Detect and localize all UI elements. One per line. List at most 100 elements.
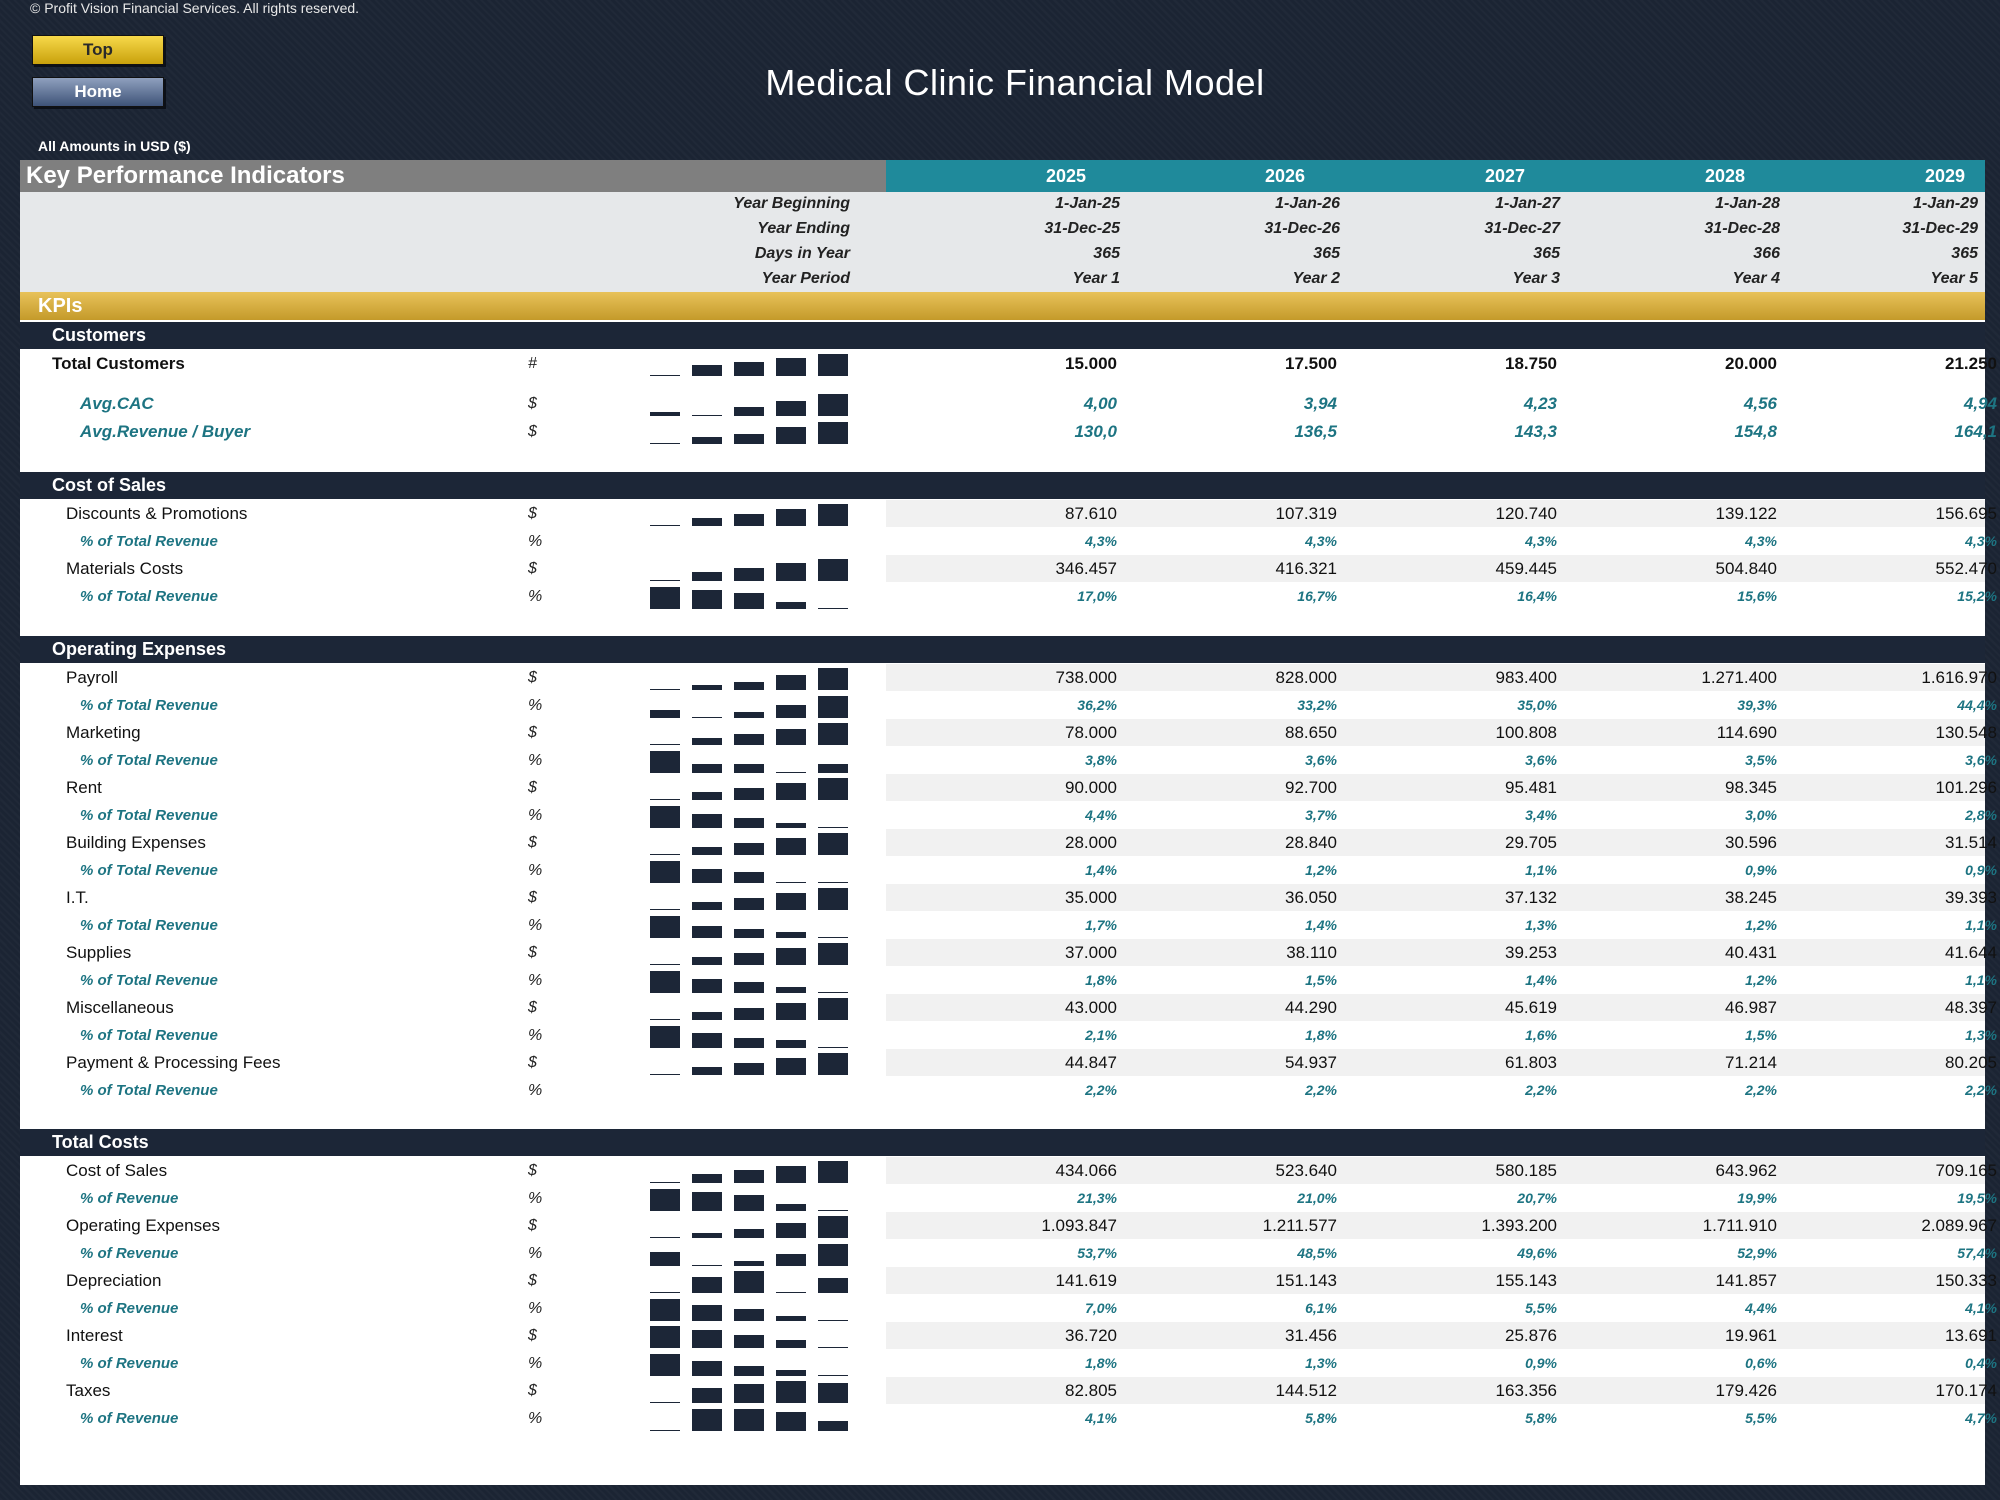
row-unit: $ — [528, 779, 537, 796]
value-cell: 523.640 — [1275, 1161, 1337, 1180]
sparkline-bar — [818, 394, 848, 416]
value-cell: 164,1 — [1954, 422, 1997, 441]
value-cell: 19.961 — [1725, 1326, 1777, 1345]
value-cell: 459.445 — [1495, 559, 1557, 578]
sparkline-baseline — [650, 1074, 680, 1075]
sparkline — [650, 351, 860, 376]
row-unit: $ — [528, 944, 537, 961]
value-cell: 28.000 — [1065, 833, 1117, 852]
sparkline-bar — [776, 838, 806, 855]
kpi-row: % of Total Revenue% 36,2% 33,2% 35,0% 39,3% 4… — [20, 692, 1997, 719]
value-cell: 2,1% — [1085, 1027, 1117, 1043]
sparkline-bar — [692, 1361, 722, 1376]
kpi-row: Marketing $78.000 88.650 100.808 114.690 130.… — [20, 719, 1997, 746]
sparkline-bar — [818, 1421, 848, 1431]
sparkline — [650, 968, 860, 993]
kpi-row: % of Total Revenue% 1,7% 1,4% 1,3% 1,2% 1,1% — [20, 912, 1997, 939]
sparkline-bar — [734, 734, 764, 745]
sparkline-bar — [734, 872, 764, 883]
value-cell: 4,4% — [1085, 807, 1117, 823]
sparkline-bar — [818, 888, 848, 910]
sparkline-baseline — [692, 415, 722, 416]
sparkline-bar — [776, 427, 806, 444]
sparkline-bar — [734, 1271, 764, 1293]
value-cell: 43.000 — [1065, 998, 1117, 1017]
sparkline — [650, 501, 860, 526]
value-cell: 2,2% — [1745, 1082, 1777, 1098]
value-cell: 143,3 — [1514, 422, 1557, 441]
year-ending-label: Year Ending — [757, 220, 850, 237]
sparkline-bar — [692, 1409, 722, 1431]
value-cell: 19,5% — [1957, 1190, 1997, 1206]
sparkline — [650, 1268, 860, 1293]
row-unit: $ — [528, 889, 537, 906]
value-cell: 53,7% — [1077, 1245, 1117, 1261]
value-cell: 7,0% — [1085, 1300, 1117, 1316]
kpi-row: Miscellaneous $43.000 44.290 45.619 46.987 48… — [20, 994, 1997, 1021]
sparkline-baseline — [818, 1047, 848, 1048]
sparkline-baseline — [818, 608, 848, 609]
row-label: I.T. — [66, 888, 89, 907]
sparkline-bar — [818, 422, 848, 444]
home-button[interactable]: Home — [32, 77, 164, 107]
sparkline-bar — [776, 1223, 806, 1238]
sparkline-bar — [776, 563, 806, 581]
value-cell: 141.619 — [1055, 1271, 1117, 1290]
value-cell: 2,2% — [1525, 1082, 1557, 1098]
value-cell: 90.000 — [1065, 778, 1117, 797]
year-ending-value: 31-Dec-25 — [1044, 220, 1120, 237]
value-cell: 3,6% — [1965, 752, 1997, 768]
kpi-row: Operating Expenses $1.093.847 1.211.577 1.3… — [20, 1212, 1997, 1239]
row-label: Marketing — [66, 723, 141, 742]
sparkline-bar — [692, 847, 722, 855]
sparkline-bar — [692, 685, 722, 690]
value-cell: 154,8 — [1734, 422, 1777, 441]
row-unit: $ — [528, 669, 537, 686]
sparkline-bar — [818, 354, 848, 376]
top-button[interactable]: Top — [32, 35, 164, 65]
value-cell: 25.876 — [1505, 1326, 1557, 1345]
copyright-text: © Profit Vision Financial Services. All … — [30, 0, 360, 16]
operating-expenses-section-header: Operating Expenses — [20, 636, 1985, 663]
sparkline-bar — [692, 437, 722, 444]
value-cell: 114.690 — [1716, 723, 1777, 742]
value-cell: 4,3% — [1745, 533, 1777, 549]
kpi-row: Taxes $82.805 144.512 163.356 179.426 170.174 — [20, 1377, 1997, 1404]
sparkline-baseline — [650, 1019, 680, 1020]
row-label: % of Total Revenue — [80, 588, 218, 605]
value-cell: 31.456 — [1285, 1326, 1337, 1345]
value-cell: 92.700 — [1285, 778, 1337, 797]
kpi-row: Avg.Revenue / Buyer $130,0 136,5 143,3 154,8… — [20, 418, 1997, 445]
cost-of-sales-section-header: Cost of Sales — [20, 472, 1985, 499]
sparkline-baseline — [650, 1182, 680, 1183]
total-costs-section-header: Total Costs — [20, 1129, 1985, 1156]
sparkline — [650, 1241, 860, 1266]
sparkline-baseline — [650, 909, 680, 910]
value-cell: 101.296 — [1935, 778, 1997, 797]
year-header: 2026 — [1264, 166, 1305, 186]
row-label: % of Revenue — [80, 1300, 179, 1317]
sparkline-bar — [650, 751, 680, 773]
value-cell: 1,3% — [1525, 917, 1557, 933]
value-cell: 1,2% — [1305, 862, 1337, 878]
sparkline-bar — [650, 1189, 680, 1211]
row-unit: % — [528, 1245, 543, 1262]
row-unit: $ — [528, 1054, 537, 1071]
year-header: 2029 — [1924, 166, 1965, 186]
row-unit: $ — [528, 505, 537, 522]
sparkline — [650, 775, 860, 800]
row-label: Avg.CAC — [80, 394, 154, 413]
row-label: % of Revenue — [80, 1190, 179, 1207]
sparkline-bar — [818, 833, 848, 855]
value-cell: 54.937 — [1285, 1053, 1337, 1072]
value-cell: 41.644 — [1945, 943, 1997, 962]
year-beginning-value: 1-Jan-27 — [1495, 195, 1560, 212]
sparkline-baseline — [818, 937, 848, 938]
kpi-sheet: Key Performance Indicators 2025 2026 202… — [20, 160, 1997, 1485]
value-cell: 21.250 — [1945, 354, 1997, 373]
row-label: % of Total Revenue — [80, 972, 218, 989]
sparkline-bar — [692, 926, 722, 938]
customers-section-header: Customers — [20, 322, 1985, 349]
value-cell: 3,0% — [1745, 807, 1777, 823]
kpi-row: Total Customers #15.000 17.500 18.750 20.000… — [20, 350, 1997, 377]
